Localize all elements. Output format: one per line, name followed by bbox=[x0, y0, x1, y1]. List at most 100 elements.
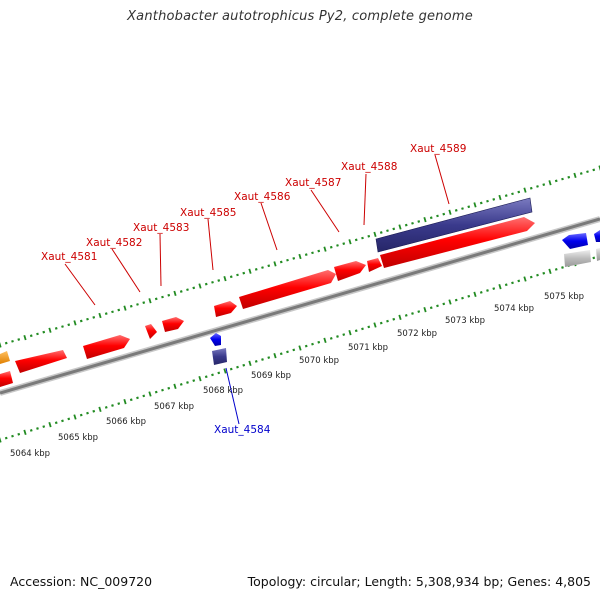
minor-tick bbox=[286, 350, 289, 354]
minor-tick bbox=[367, 325, 371, 329]
upper-tick-ring bbox=[0, 165, 600, 348]
major-tick bbox=[523, 276, 527, 282]
minor-tick bbox=[542, 271, 546, 275]
forward-genes[interactable] bbox=[0, 217, 535, 387]
reverse-genes[interactable] bbox=[210, 230, 600, 365]
minor-tick bbox=[311, 251, 314, 255]
minor-tick bbox=[29, 429, 33, 432]
minor-tick bbox=[592, 256, 596, 260]
major-tick bbox=[373, 231, 377, 238]
minor-tick bbox=[192, 379, 196, 382]
major-tick bbox=[423, 307, 427, 313]
major-tick bbox=[23, 334, 27, 341]
minor-tick bbox=[529, 186, 533, 190]
minor-tick bbox=[267, 356, 271, 359]
major-tick bbox=[473, 291, 477, 297]
gene-arrow-reverse bbox=[594, 230, 600, 242]
minor-tick bbox=[392, 227, 396, 231]
minor-tick bbox=[136, 303, 139, 306]
minor-tick bbox=[261, 358, 264, 361]
minor-tick bbox=[461, 207, 464, 210]
minor-tick bbox=[129, 398, 133, 402]
minor-tick bbox=[79, 319, 83, 323]
major-tick bbox=[23, 429, 27, 435]
gene-arrow bbox=[367, 258, 382, 272]
minor-tick bbox=[142, 301, 146, 304]
minor-tick bbox=[467, 294, 471, 298]
partial-gene[interactable] bbox=[0, 351, 10, 364]
minor-tick bbox=[317, 340, 321, 344]
gene-labels: Xaut_4581 Xaut_4582 Xaut_4583 Xaut_4585 … bbox=[41, 143, 466, 436]
minor-tick bbox=[517, 279, 521, 283]
minor-tick bbox=[179, 383, 183, 386]
major-tick bbox=[298, 253, 302, 260]
minor-tick bbox=[136, 396, 139, 400]
minor-tick bbox=[192, 286, 196, 290]
minor-tick bbox=[104, 406, 108, 409]
minor-tick bbox=[492, 197, 496, 201]
scale-label: 5074 kbp bbox=[494, 304, 534, 314]
gene-leader-lines bbox=[64, 154, 450, 425]
minor-tick bbox=[542, 183, 546, 186]
minor-tick bbox=[454, 209, 458, 212]
minor-tick bbox=[454, 298, 458, 302]
minor-tick bbox=[86, 411, 89, 415]
gene-arrow bbox=[83, 335, 130, 359]
minor-tick bbox=[329, 245, 333, 249]
gene-label: Xaut_4584 bbox=[214, 424, 271, 436]
scale-label: 5067 kbp bbox=[154, 402, 194, 412]
major-tick bbox=[473, 202, 477, 208]
gene-label: Xaut_4583 bbox=[133, 222, 189, 234]
major-tick bbox=[0, 437, 2, 443]
minor-tick bbox=[442, 302, 446, 306]
major-tick bbox=[173, 290, 177, 297]
minor-tick bbox=[217, 279, 221, 282]
minor-tick bbox=[86, 317, 89, 321]
scale-label: 5066 kbp bbox=[106, 417, 146, 427]
minor-tick bbox=[261, 266, 264, 269]
major-tick bbox=[148, 391, 152, 397]
minor-tick bbox=[561, 266, 564, 269]
minor-tick bbox=[179, 290, 183, 293]
minor-tick bbox=[186, 288, 189, 292]
minor-tick bbox=[404, 314, 408, 317]
gene-label: Xaut_4586 bbox=[234, 191, 291, 203]
gene-label: Xaut_4587 bbox=[285, 177, 341, 189]
minor-tick bbox=[361, 327, 364, 331]
scale-label: 5073 kbp bbox=[445, 316, 485, 326]
minor-tick bbox=[467, 205, 471, 209]
major-tick bbox=[98, 312, 102, 319]
gene-label: Xaut_4581 bbox=[41, 251, 97, 263]
minor-tick bbox=[354, 329, 358, 333]
gene-arrow bbox=[334, 261, 366, 281]
rrna-feature[interactable] bbox=[375, 197, 533, 253]
scale-label: 5071 kbp bbox=[348, 343, 388, 353]
scale-label: 5072 kbp bbox=[397, 329, 437, 339]
minor-tick bbox=[236, 273, 239, 277]
major-tick bbox=[398, 224, 402, 230]
minor-tick bbox=[386, 229, 389, 233]
minor-tick bbox=[417, 310, 421, 313]
minor-tick bbox=[386, 319, 389, 323]
minor-tick bbox=[304, 253, 308, 257]
major-tick bbox=[373, 322, 377, 328]
minor-tick bbox=[317, 249, 321, 253]
minor-tick bbox=[36, 332, 39, 336]
minor-tick bbox=[517, 190, 521, 194]
minor-tick bbox=[592, 168, 596, 172]
major-tick bbox=[323, 337, 327, 343]
scale-label: 5070 kbp bbox=[299, 356, 339, 366]
minor-tick bbox=[242, 271, 246, 275]
minor-tick bbox=[67, 323, 71, 327]
minor-tick bbox=[279, 260, 283, 264]
minor-tick bbox=[167, 293, 171, 297]
major-tick bbox=[423, 216, 427, 223]
pseudo-feature bbox=[596, 248, 600, 261]
minor-tick bbox=[217, 371, 221, 375]
minor-tick bbox=[254, 360, 258, 363]
minor-tick bbox=[204, 375, 208, 379]
minor-tick bbox=[579, 172, 583, 175]
minor-tick bbox=[79, 413, 83, 417]
gene-arrow-reverse bbox=[562, 233, 588, 249]
